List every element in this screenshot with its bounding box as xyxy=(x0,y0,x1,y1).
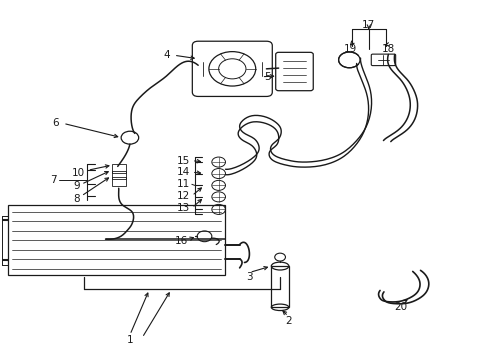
Bar xyxy=(271,266,288,307)
Text: 4: 4 xyxy=(163,50,170,60)
Text: 14: 14 xyxy=(176,167,189,177)
Bar xyxy=(112,164,125,173)
Text: 5: 5 xyxy=(264,72,270,82)
Bar xyxy=(112,171,125,179)
Text: 16: 16 xyxy=(175,236,188,246)
Text: 15: 15 xyxy=(176,156,189,166)
Bar xyxy=(8,205,224,275)
Bar xyxy=(112,177,125,186)
Text: 8: 8 xyxy=(73,194,80,204)
Text: 17: 17 xyxy=(362,20,375,30)
Text: 2: 2 xyxy=(285,316,291,325)
Text: 19: 19 xyxy=(344,44,357,54)
Text: 20: 20 xyxy=(393,302,407,312)
Text: 13: 13 xyxy=(176,203,189,213)
Text: 11: 11 xyxy=(176,179,189,189)
Text: 1: 1 xyxy=(126,334,133,345)
Text: 10: 10 xyxy=(71,168,84,178)
Text: 7: 7 xyxy=(50,175,57,185)
Text: 9: 9 xyxy=(73,181,80,192)
Text: 3: 3 xyxy=(245,272,252,282)
Text: 12: 12 xyxy=(176,191,189,201)
Text: 6: 6 xyxy=(53,118,59,128)
Text: 18: 18 xyxy=(381,44,394,54)
